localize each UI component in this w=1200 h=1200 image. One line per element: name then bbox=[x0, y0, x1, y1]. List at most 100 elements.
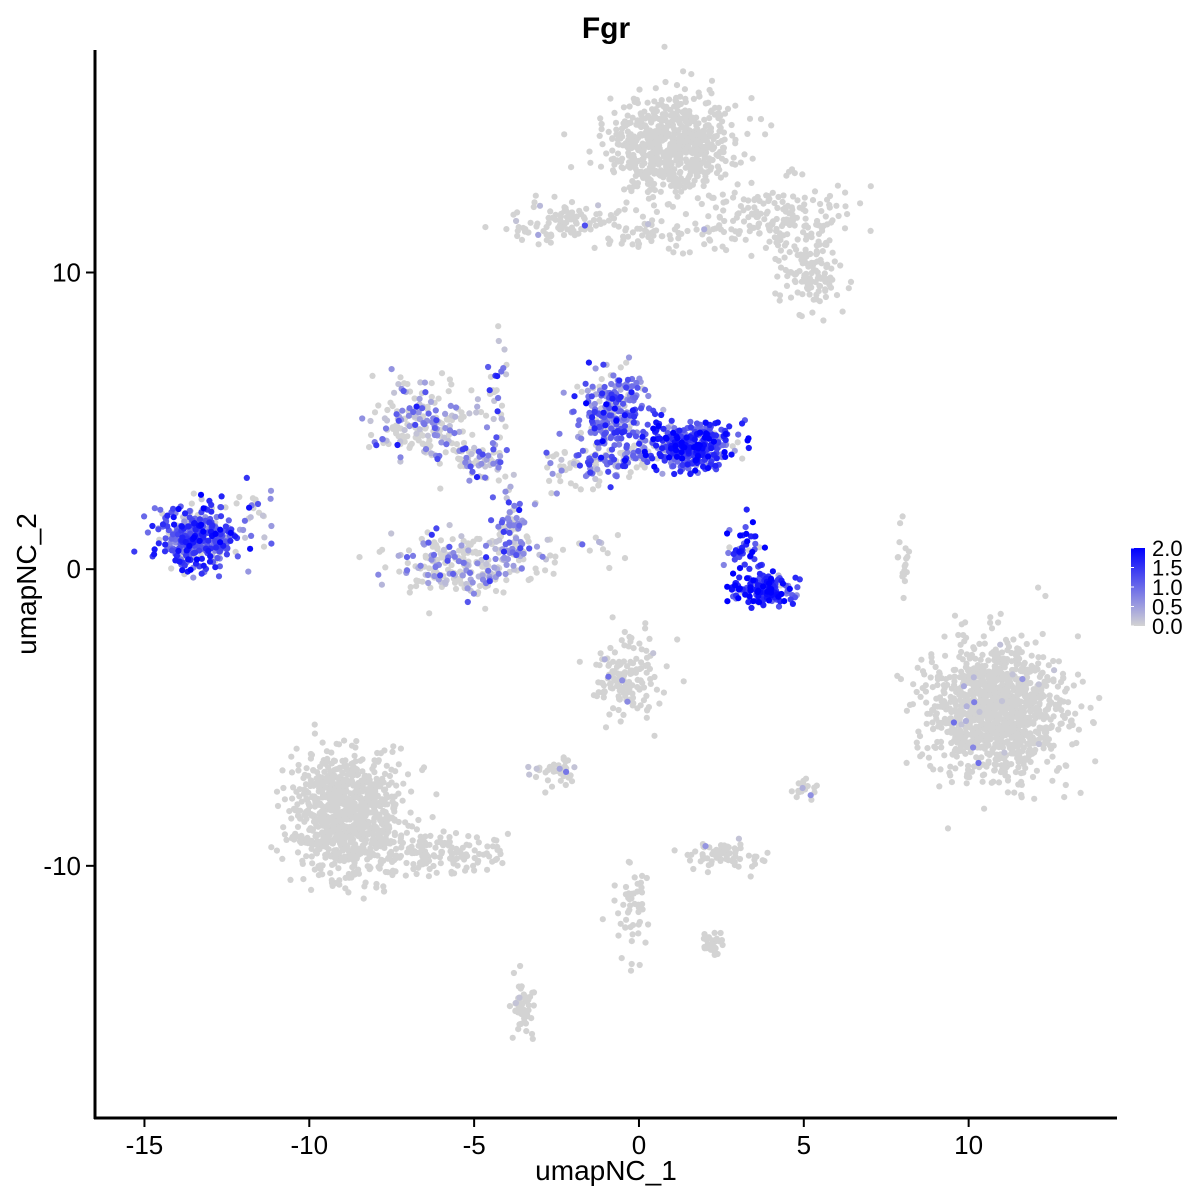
cell-point bbox=[1075, 726, 1082, 733]
cell-point bbox=[605, 217, 613, 224]
cell-point bbox=[427, 442, 434, 449]
cell-point bbox=[719, 118, 726, 125]
cell-point bbox=[696, 93, 703, 100]
cell-point bbox=[510, 211, 517, 218]
cell-point bbox=[389, 748, 396, 756]
cell-point bbox=[649, 106, 656, 113]
cell-point bbox=[593, 211, 600, 218]
cell-point bbox=[634, 880, 641, 887]
cell-point bbox=[976, 708, 983, 716]
cell-point bbox=[617, 449, 624, 457]
cell-point bbox=[995, 736, 1002, 743]
cell-point bbox=[807, 792, 814, 799]
cell-point bbox=[681, 184, 688, 191]
cell-point bbox=[779, 198, 786, 205]
cell-point bbox=[426, 841, 433, 848]
cell-point bbox=[1036, 700, 1043, 707]
cell-point bbox=[563, 768, 570, 776]
cell-point bbox=[676, 120, 684, 127]
cell-point bbox=[653, 686, 661, 693]
cell-point bbox=[895, 554, 902, 561]
cell-point bbox=[317, 778, 324, 786]
cell-point bbox=[833, 202, 840, 209]
cell-point bbox=[315, 838, 322, 846]
cell-point bbox=[975, 714, 982, 721]
cell-point bbox=[607, 95, 614, 102]
cell-point bbox=[1009, 671, 1016, 678]
cell-point bbox=[350, 772, 357, 779]
cell-point bbox=[325, 846, 332, 853]
cell-point bbox=[307, 755, 314, 762]
cell-point bbox=[1023, 640, 1030, 648]
cell-point bbox=[322, 778, 329, 785]
cell-point bbox=[624, 698, 631, 705]
cell-point bbox=[392, 422, 400, 429]
cell-point bbox=[433, 791, 440, 798]
cell-point bbox=[791, 271, 799, 278]
cell-point bbox=[524, 534, 531, 541]
cell-point bbox=[371, 769, 378, 776]
cell-point bbox=[634, 225, 641, 232]
cell-point bbox=[560, 389, 567, 396]
cell-point bbox=[299, 860, 306, 868]
cell-point bbox=[528, 1015, 535, 1022]
cell-point bbox=[521, 519, 528, 526]
cell-point bbox=[498, 402, 506, 409]
cell-point bbox=[745, 204, 752, 211]
cell-point bbox=[962, 664, 970, 671]
cell-point bbox=[495, 323, 502, 330]
cell-point bbox=[328, 879, 336, 887]
cell-point bbox=[801, 194, 808, 201]
cell-point bbox=[737, 845, 744, 852]
cell-point bbox=[382, 425, 390, 432]
cell-point bbox=[387, 399, 394, 406]
cell-point bbox=[375, 758, 382, 765]
cell-point bbox=[489, 858, 496, 865]
cell-point bbox=[497, 850, 504, 858]
cell-point bbox=[747, 873, 754, 880]
cell-point bbox=[635, 921, 642, 928]
cell-point bbox=[377, 829, 384, 836]
cell-point bbox=[822, 213, 829, 220]
cell-point bbox=[807, 250, 814, 257]
cell-point bbox=[495, 477, 502, 484]
cell-point bbox=[513, 514, 520, 522]
cell-point bbox=[942, 652, 949, 659]
cell-point bbox=[469, 431, 476, 438]
cell-point bbox=[611, 882, 618, 889]
cell-point bbox=[314, 769, 321, 776]
cell-point bbox=[1055, 658, 1062, 665]
cell-point bbox=[930, 766, 937, 773]
cell-point bbox=[799, 291, 806, 298]
cell-point bbox=[496, 537, 503, 544]
cell-point bbox=[390, 743, 397, 750]
cell-point bbox=[814, 275, 822, 282]
cell-point bbox=[815, 230, 823, 238]
cell-point bbox=[560, 756, 567, 763]
cell-point bbox=[523, 1028, 530, 1035]
cell-point bbox=[975, 759, 982, 767]
cell-point bbox=[620, 901, 627, 908]
cell-point bbox=[528, 1030, 536, 1038]
cell-point bbox=[821, 241, 829, 248]
cell-point bbox=[458, 533, 465, 540]
cell-point bbox=[419, 432, 426, 439]
cell-point bbox=[1042, 592, 1049, 600]
cell-point bbox=[599, 141, 606, 148]
cell-point bbox=[922, 682, 929, 689]
cell-point bbox=[910, 681, 917, 688]
cell-point bbox=[655, 161, 662, 168]
cell-point bbox=[578, 435, 585, 442]
cell-point bbox=[955, 631, 962, 639]
cell-point bbox=[515, 1009, 522, 1016]
cell-point bbox=[925, 754, 933, 761]
cell-point bbox=[478, 460, 485, 467]
cell-point bbox=[568, 199, 576, 206]
cell-point bbox=[800, 229, 807, 236]
cell-point bbox=[627, 164, 634, 171]
cell-point bbox=[963, 780, 970, 787]
cell-point bbox=[525, 229, 532, 236]
cell-point bbox=[633, 137, 640, 144]
cell-point bbox=[442, 425, 449, 432]
cell-point bbox=[621, 555, 629, 562]
